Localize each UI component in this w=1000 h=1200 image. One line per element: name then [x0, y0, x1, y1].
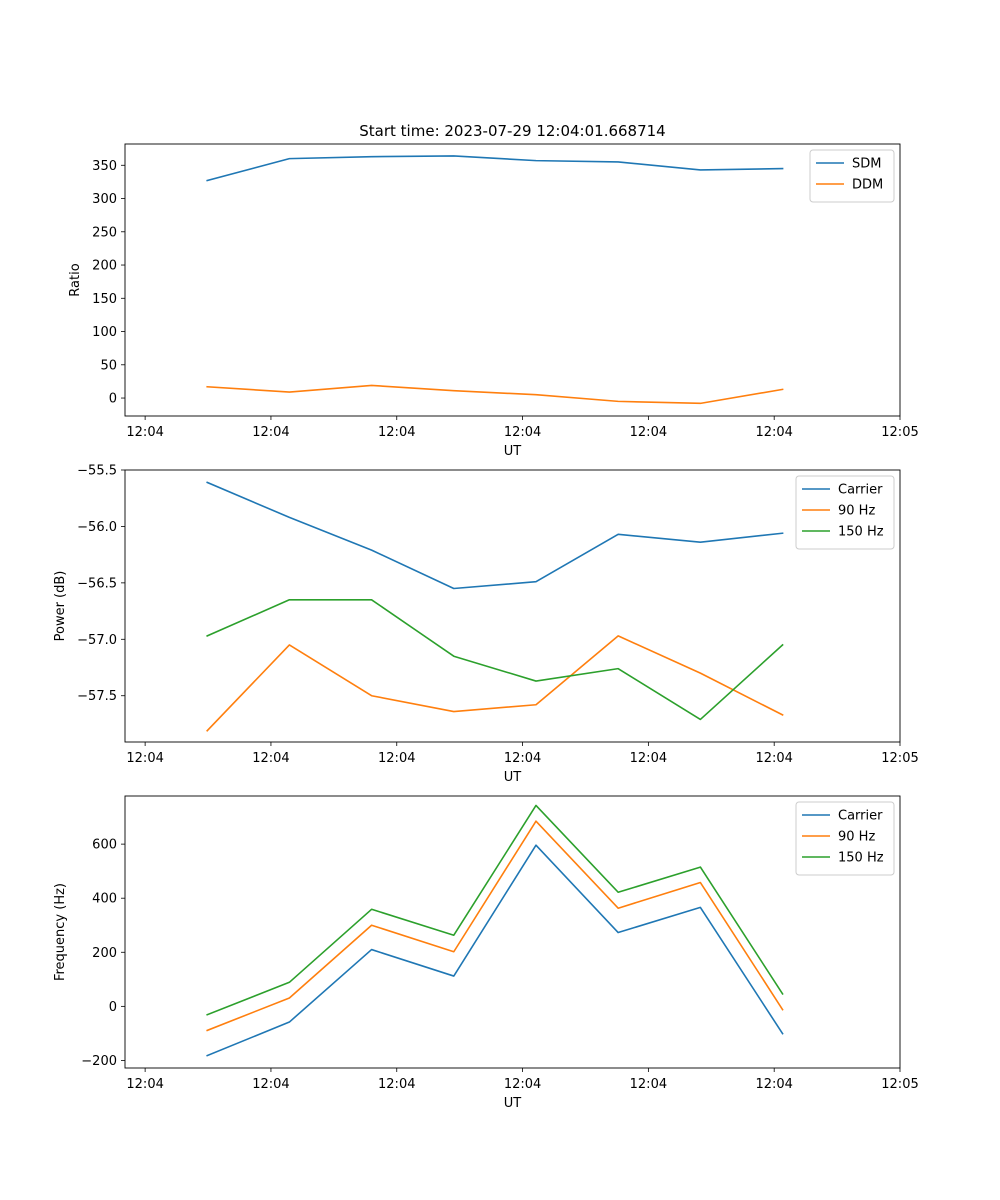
legend-label: Carrier — [838, 809, 883, 824]
chart-title: Start time: 2023-07-29 12:04:01.668714 — [359, 122, 665, 140]
x-tick-label: 12:04 — [252, 751, 289, 766]
y-tick-label: 0 — [109, 392, 117, 407]
series-line-carrier — [206, 844, 784, 1057]
y-tick-label: −57.5 — [77, 689, 117, 704]
x-tick-label: 12:04 — [755, 425, 792, 440]
y-tick-label: 200 — [92, 946, 117, 961]
legend-label: Carrier — [838, 483, 883, 498]
x-tick-label: 12:05 — [881, 425, 918, 440]
x-tick-label: 12:04 — [630, 751, 667, 766]
y-tick-label: 0 — [109, 1000, 117, 1015]
y-axis-label: Frequency (Hz) — [53, 883, 68, 981]
legend: Carrier 90 Hz 150 Hz — [795, 801, 895, 876]
x-tick-label: 12:04 — [252, 425, 289, 440]
x-tick-label: 12:05 — [881, 1077, 918, 1092]
y-tick-label: 600 — [92, 838, 117, 853]
x-tick-label: 12:04 — [126, 1077, 163, 1092]
legend-label: SDM — [852, 157, 881, 172]
y-tick-label: 250 — [92, 225, 117, 240]
series-line-150-hz — [206, 598, 784, 721]
legend: SDM DDM — [809, 149, 895, 203]
y-tick-label: 300 — [92, 192, 117, 207]
y-tick-label: 50 — [100, 358, 117, 373]
y-tick-label: 100 — [92, 325, 117, 340]
y-tick-label: −55.5 — [77, 464, 117, 479]
plot-frame — [124, 143, 901, 417]
x-axis-label: UT — [504, 444, 522, 459]
legend: Carrier 90 Hz 150 Hz — [795, 475, 895, 550]
x-tick-label: 12:05 — [881, 751, 918, 766]
x-tick-label: 12:04 — [504, 425, 541, 440]
x-tick-label: 12:04 — [755, 751, 792, 766]
legend-label: 90 Hz — [838, 830, 875, 845]
series-line-sdm — [206, 155, 784, 182]
x-tick-label: 12:04 — [378, 751, 415, 766]
plot-frame — [124, 469, 901, 743]
frequency-panel: 12:04 12:04 12:04 12:04 12:04 12:04 12:05 −200 0… — [53, 795, 919, 1111]
series-line-90-hz — [206, 635, 784, 732]
y-tick-label: 150 — [92, 292, 117, 307]
ratio-panel: Start time: 2023-07-29 12:04:01.668714 12… — [68, 122, 919, 459]
x-tick-label: 12:04 — [378, 425, 415, 440]
plot-frame — [124, 795, 901, 1069]
x-tick-label: 12:04 — [378, 1077, 415, 1092]
y-tick-label: −200 — [81, 1054, 117, 1069]
x-tick-label: 12:04 — [504, 1077, 541, 1092]
series-line-150-hz — [206, 804, 784, 1016]
y-tick-label: 200 — [92, 259, 117, 274]
x-axis-label: UT — [504, 1096, 522, 1111]
legend-label: 90 Hz — [838, 504, 875, 519]
x-tick-label: 12:04 — [630, 1077, 667, 1092]
x-tick-label: 12:04 — [630, 425, 667, 440]
x-tick-label: 12:04 — [126, 425, 163, 440]
y-tick-label: −56.0 — [77, 520, 117, 535]
legend-label: 150 Hz — [838, 525, 884, 540]
series-line-90-hz — [206, 820, 784, 1032]
y-tick-label: 400 — [92, 892, 117, 907]
x-tick-label: 12:04 — [755, 1077, 792, 1092]
series-line-carrier — [206, 481, 784, 590]
power-panel: 12:04 12:04 12:04 12:04 12:04 12:04 12:05 −57.5… — [53, 464, 919, 786]
legend-label: DDM — [852, 178, 883, 193]
legend-label: 150 Hz — [838, 851, 884, 866]
x-tick-label: 12:04 — [126, 751, 163, 766]
x-tick-label: 12:04 — [504, 751, 541, 766]
y-axis-label: Power (dB) — [53, 571, 68, 642]
x-axis-label: UT — [504, 770, 522, 785]
series-line-ddm — [206, 384, 784, 405]
y-tick-label: −57.0 — [77, 633, 117, 648]
y-axis-label: Ratio — [68, 263, 83, 296]
y-tick-label: 350 — [92, 159, 117, 174]
y-tick-label: −56.5 — [77, 576, 117, 591]
x-tick-label: 12:04 — [252, 1077, 289, 1092]
